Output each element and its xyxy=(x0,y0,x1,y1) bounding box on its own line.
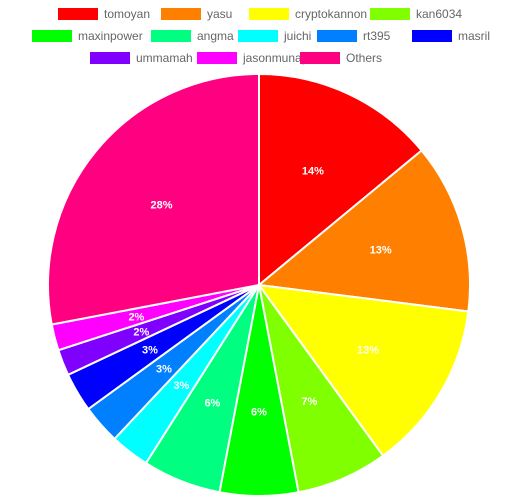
legend-item-others[interactable]: Others xyxy=(300,51,382,65)
legend-swatch xyxy=(317,30,357,42)
legend-swatch xyxy=(161,8,201,20)
legend-item-yasu[interactable]: yasu xyxy=(161,7,232,21)
pie-label-others: 28% xyxy=(150,199,172,211)
pie-slices xyxy=(47,72,471,497)
legend-label: kan6034 xyxy=(416,7,462,21)
legend-item-juichi[interactable]: juichi xyxy=(238,29,311,43)
chart-legend: tomoyan yasu cryptokannon kan6034 maxinpower… xyxy=(32,7,490,65)
pie-label-angma: 6% xyxy=(204,398,220,410)
legend-item-kan6034[interactable]: kan6034 xyxy=(370,7,462,21)
pie-label-jasonmunapasee: 2% xyxy=(128,312,144,324)
pie-label-masril: 3% xyxy=(142,344,158,356)
legend-item-tomoyan[interactable]: tomoyan xyxy=(58,7,150,21)
legend-label: masril xyxy=(458,29,490,43)
pie-label-maxinpower: 6% xyxy=(251,407,267,419)
legend-swatch xyxy=(238,30,278,42)
pie-label-ummamah: 2% xyxy=(133,327,149,339)
pie-label-juichi: 3% xyxy=(173,380,189,392)
legend-item-maxinpower[interactable]: maxinpower xyxy=(32,29,143,43)
legend-item-cryptokannon[interactable]: cryptokannon xyxy=(249,7,367,21)
pie-label-kan6034: 7% xyxy=(301,396,317,408)
legend-label: angma xyxy=(197,29,234,43)
legend-item-angma[interactable]: angma xyxy=(151,29,234,43)
legend-label: yasu xyxy=(207,7,232,21)
pie-slice-tomoyan[interactable] xyxy=(258,72,423,288)
legend-swatch xyxy=(412,30,452,42)
legend-item-rt395[interactable]: rt395 xyxy=(317,29,391,43)
pie-slice-others[interactable] xyxy=(47,72,260,326)
legend-label: ummamah xyxy=(136,51,193,65)
legend-swatch xyxy=(58,8,98,20)
pie-label-tomoyan: 14% xyxy=(302,165,324,177)
legend-swatch xyxy=(197,52,237,64)
pie-label-rt395: 3% xyxy=(156,364,172,376)
legend-label: juichi xyxy=(283,29,311,43)
pie-labels: 14%13%13%7%6%6%3%3%3%2%2%28% xyxy=(128,165,391,418)
legend-swatch xyxy=(300,52,340,64)
legend-label: rt395 xyxy=(363,29,391,43)
legend-label: maxinpower xyxy=(78,29,143,43)
legend-swatch xyxy=(32,30,72,42)
legend-label: tomoyan xyxy=(104,7,150,21)
legend-item-masril[interactable]: masril xyxy=(412,29,490,43)
legend-swatch xyxy=(90,52,130,64)
pie-label-cryptokannon: 13% xyxy=(357,344,379,356)
legend-label: Others xyxy=(346,51,382,65)
legend-swatch xyxy=(370,8,410,20)
legend-swatch xyxy=(249,8,289,20)
legend-label: cryptokannon xyxy=(295,7,367,21)
legend-swatch xyxy=(151,30,191,42)
pie-label-yasu: 13% xyxy=(370,245,392,257)
legend-item-ummamah[interactable]: ummamah xyxy=(90,51,193,65)
pie-slice-cryptokannon[interactable] xyxy=(256,283,470,458)
pie-slice-yasu[interactable] xyxy=(256,149,471,313)
